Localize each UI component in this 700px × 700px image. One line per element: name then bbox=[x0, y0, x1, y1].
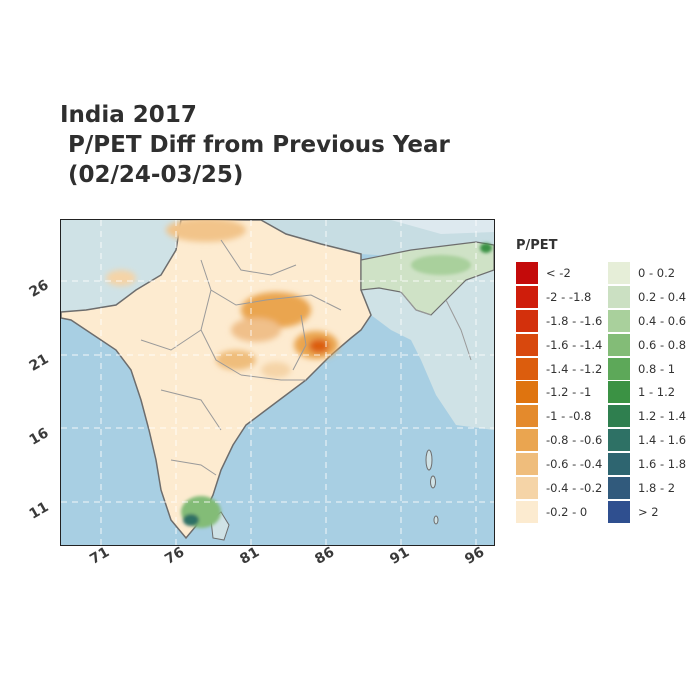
legend-label: 0 - 0.2 bbox=[638, 265, 676, 280]
legend-item: -1.2 - -1 bbox=[516, 380, 602, 404]
legend-swatch bbox=[516, 405, 538, 428]
legend-label: -2 - -1.8 bbox=[546, 289, 592, 304]
legend-label: 1 - 1.2 bbox=[638, 385, 676, 400]
andaman-islands bbox=[425, 449, 439, 525]
legend-label: -1 - -0.8 bbox=[546, 409, 592, 424]
xtick-81: 81 bbox=[237, 544, 263, 568]
legend-item: < -2 bbox=[516, 261, 602, 285]
legend-item: -0.2 - 0 bbox=[516, 500, 602, 524]
legend-swatch bbox=[608, 429, 630, 452]
map-panel[interactable] bbox=[60, 219, 495, 546]
legend-label: -0.6 - -0.4 bbox=[546, 457, 603, 472]
ytick-26: 26 bbox=[26, 277, 52, 301]
legend-item: 1.2 - 1.4 bbox=[608, 404, 686, 428]
ytick-21: 21 bbox=[26, 351, 52, 375]
legend-swatch bbox=[516, 333, 538, 356]
terrain-snow bbox=[391, 220, 494, 234]
legend-swatch bbox=[516, 381, 538, 404]
legend-item: -2 - -1.8 bbox=[516, 285, 602, 309]
title-line-1: India 2017 bbox=[60, 102, 197, 128]
legend-item: 1.8 - 2 bbox=[608, 476, 686, 500]
xtick-91: 91 bbox=[387, 544, 413, 568]
legend-swatch bbox=[516, 500, 538, 523]
legend-title: P/PET bbox=[516, 238, 558, 253]
xtick-71: 71 bbox=[87, 544, 113, 568]
legend-swatch bbox=[608, 476, 630, 499]
legend-item: 1 - 1.2 bbox=[608, 380, 686, 404]
legend-item: -0.6 - -0.4 bbox=[516, 452, 602, 476]
legend-label: > 2 bbox=[638, 504, 659, 519]
legend-swatch bbox=[516, 476, 538, 499]
legend-item: 0 - 0.2 bbox=[608, 261, 686, 285]
legend-swatch bbox=[608, 333, 630, 356]
legend-label: -0.4 - -0.2 bbox=[546, 480, 603, 495]
legend-label: < -2 bbox=[546, 265, 571, 280]
land-east bbox=[361, 250, 494, 430]
legend-item: 0.4 - 0.6 bbox=[608, 309, 686, 333]
ytick-11: 11 bbox=[26, 499, 52, 523]
ytick-16: 16 bbox=[26, 425, 52, 449]
map-svg bbox=[61, 220, 494, 545]
state-borders bbox=[140, 239, 472, 476]
map-title: India 2017 P/PET Diff from Previous Year… bbox=[60, 100, 450, 190]
legend-swatch bbox=[608, 261, 630, 284]
legend-column-positive: 0 - 0.2 0.2 - 0.4 0.4 - 0.6 0.6 - 0.8 0.8 - … bbox=[608, 261, 686, 524]
legend-swatch bbox=[608, 500, 630, 523]
legend-item: 0.6 - 0.8 bbox=[608, 333, 686, 357]
legend-label: 0.6 - 0.8 bbox=[638, 337, 687, 352]
legend-swatch bbox=[608, 357, 630, 380]
legend-swatch bbox=[516, 453, 538, 476]
legend-label: 0.8 - 1 bbox=[638, 361, 676, 376]
title-line-2: P/PET Diff from Previous Year bbox=[60, 132, 450, 158]
legend-swatch bbox=[608, 405, 630, 428]
legend-swatch bbox=[516, 357, 538, 380]
legend-swatch bbox=[608, 309, 630, 332]
legend-item: -1.6 - -1.4 bbox=[516, 333, 602, 357]
title-line-3: (02/24-03/25) bbox=[60, 162, 244, 188]
legend-label: -0.2 - 0 bbox=[546, 504, 588, 519]
legend-item: 1.6 - 1.8 bbox=[608, 452, 686, 476]
legend-item: -0.8 - -0.6 bbox=[516, 428, 602, 452]
legend-item: 0.2 - 0.4 bbox=[608, 285, 686, 309]
legend-item: -1.8 - -1.6 bbox=[516, 309, 602, 333]
xtick-86: 86 bbox=[312, 544, 338, 568]
legend-column-negative: < -2 -2 - -1.8 -1.8 - -1.6 -1.6 - -1.4 -1.4 … bbox=[516, 261, 602, 524]
legend-label: -1.6 - -1.4 bbox=[546, 337, 603, 352]
land-west bbox=[61, 220, 181, 312]
legend-swatch bbox=[516, 429, 538, 452]
legend-label: -1.8 - -1.6 bbox=[546, 313, 603, 328]
legend-label: 1.8 - 2 bbox=[638, 480, 676, 495]
legend-swatch bbox=[608, 381, 630, 404]
legend-item: -0.4 - -0.2 bbox=[516, 476, 602, 500]
legend-label: 1.2 - 1.4 bbox=[638, 409, 687, 424]
legend-label: -1.4 - -1.2 bbox=[546, 361, 603, 376]
legend-label: 0.4 - 0.6 bbox=[638, 313, 687, 328]
legend-label: 0.2 - 0.4 bbox=[638, 289, 687, 304]
legend-label: -0.8 - -0.6 bbox=[546, 433, 603, 448]
legend-swatch bbox=[516, 309, 538, 332]
xtick-76: 76 bbox=[162, 544, 188, 568]
legend-swatch bbox=[516, 285, 538, 308]
legend-item: -1.4 - -1.2 bbox=[516, 357, 602, 381]
legend-item: 0.8 - 1 bbox=[608, 357, 686, 381]
legend-item: 1.4 - 1.6 bbox=[608, 428, 686, 452]
legend-swatch bbox=[608, 453, 630, 476]
legend-swatch bbox=[608, 285, 630, 308]
legend-item: -1 - -0.8 bbox=[516, 404, 602, 428]
legend-label: -1.2 - -1 bbox=[546, 385, 592, 400]
legend-item: > 2 bbox=[608, 500, 686, 524]
legend-label: 1.6 - 1.8 bbox=[638, 457, 687, 472]
xtick-96: 96 bbox=[462, 544, 488, 568]
anomaly-wet bbox=[181, 243, 492, 528]
legend-swatch bbox=[516, 261, 538, 284]
legend-label: 1.4 - 1.6 bbox=[638, 433, 687, 448]
